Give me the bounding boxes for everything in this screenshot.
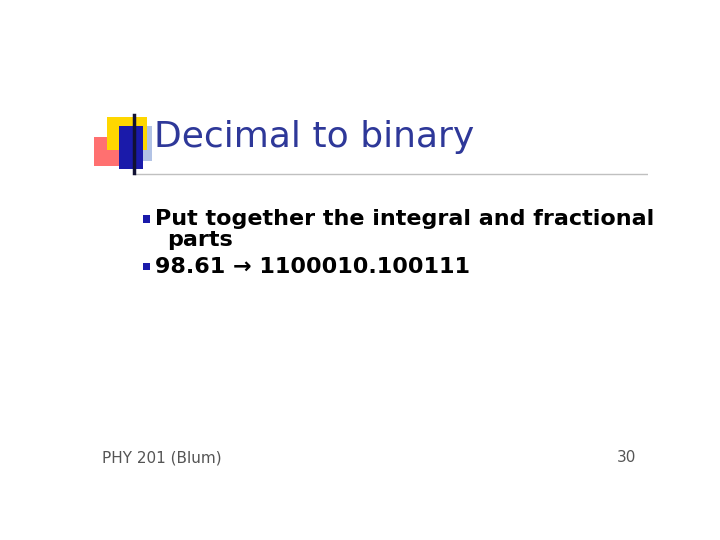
Bar: [143, 262, 150, 271]
Text: Decimal to binary: Decimal to binary: [153, 120, 474, 154]
Bar: [107, 117, 148, 150]
Bar: [143, 215, 150, 222]
Text: 98.61 → 1100010.100111: 98.61 → 1100010.100111: [155, 256, 470, 276]
Text: parts: parts: [168, 231, 233, 251]
Text: 30: 30: [617, 450, 636, 465]
Bar: [94, 137, 129, 166]
Bar: [130, 126, 152, 161]
Bar: [120, 126, 143, 168]
Text: PHY 201 (Blum): PHY 201 (Blum): [102, 450, 221, 465]
Text: Put together the integral and fractional: Put together the integral and fractional: [155, 209, 654, 229]
